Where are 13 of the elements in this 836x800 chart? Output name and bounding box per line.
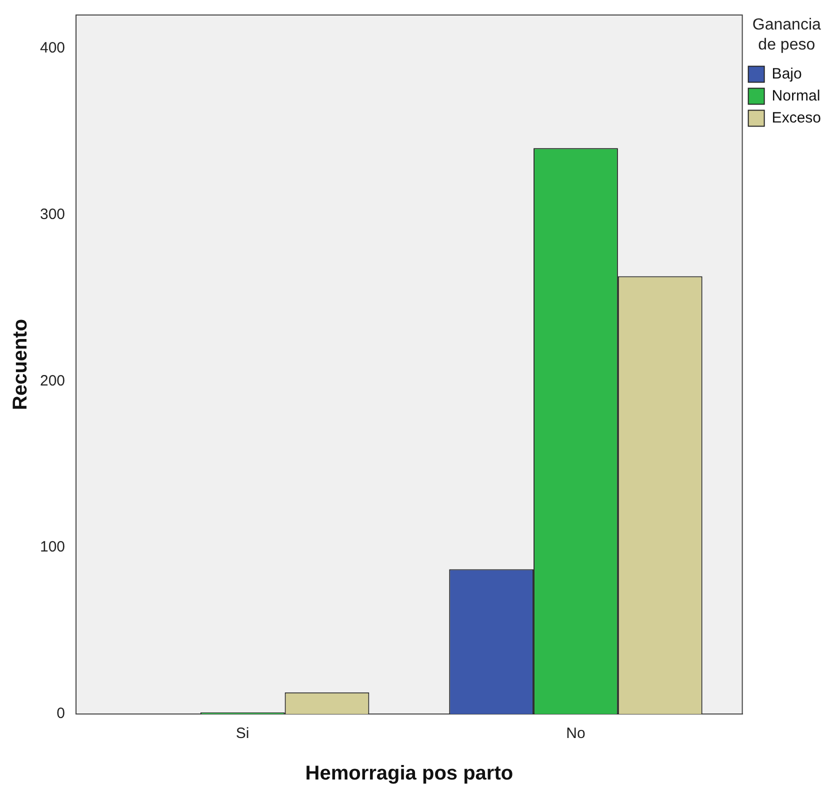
y-tick-label: 200 <box>40 372 66 390</box>
x-axis-title: Hemorragia pos parto <box>305 762 514 785</box>
legend-title: Ganancia de peso <box>752 16 821 54</box>
y-tick-label: 300 <box>40 206 66 223</box>
legend-label: Bajo <box>772 65 802 82</box>
legend-label: Exceso <box>772 109 822 126</box>
x-tick-label: No <box>566 725 586 742</box>
legend-label: Normal <box>772 87 820 104</box>
y-axis-title: Recuento <box>10 318 32 410</box>
y-tick-label: 400 <box>40 39 66 56</box>
y-tick-label: 0 <box>56 705 66 722</box>
y-tick-label: 100 <box>40 538 66 556</box>
x-tick-label: Si <box>236 725 250 742</box>
